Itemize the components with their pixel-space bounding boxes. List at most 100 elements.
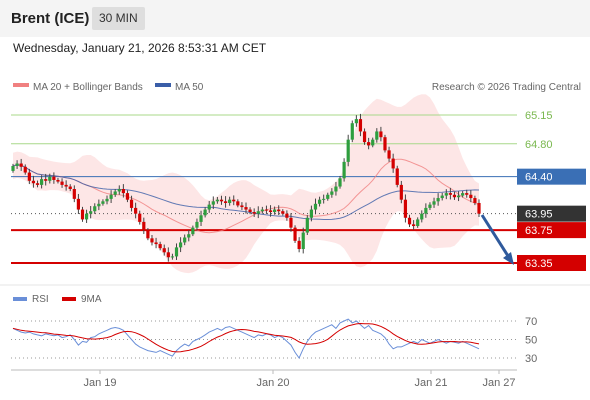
time-axis-labels: Jan 19 Jan 20 Jan 21 Jan 27 [83,370,516,389]
candle-body [371,139,375,146]
candle-body [232,199,236,202]
candle-body [375,131,379,140]
candle [371,137,375,148]
candle-body [215,199,219,202]
candle [448,187,452,200]
candle [158,241,162,251]
candle [19,158,23,171]
candle-body [420,213,424,220]
candle-body [317,199,322,204]
candle [350,120,354,143]
candle-body [19,163,23,167]
candle-body [154,242,158,245]
candle [203,207,207,218]
candle [60,178,64,188]
candle-body [195,221,199,228]
candle [80,206,85,222]
candle-body [228,199,232,203]
candle-body [313,203,318,210]
candle [342,158,346,182]
candle-body [142,221,146,231]
candle [407,214,412,228]
candle-body [293,227,297,241]
candle [297,237,301,253]
candle [150,235,154,246]
candle-body [211,201,215,205]
candle-body [191,227,195,235]
forecast-arrow-shaft [480,214,510,257]
candle [195,218,199,231]
candle [76,193,81,214]
candle [440,192,444,201]
candle [44,173,48,186]
candle-body [285,213,289,218]
candle-body [56,179,60,182]
candle-body [158,244,162,249]
candle-body [23,166,27,173]
bollinger-band-area [13,94,479,274]
candle-body [281,211,285,214]
candle [273,206,277,215]
candle-body [121,189,125,194]
candle-body [240,205,244,208]
candle-body [236,201,240,206]
candle-body [399,184,403,200]
candle-body [223,201,228,203]
candle [240,202,244,211]
candle-body [264,209,269,211]
candle-body [40,179,44,185]
candle [93,203,97,214]
candle-body [15,163,19,166]
instrument-title: Brent (ICE) [11,10,90,27]
candle [268,205,273,217]
candle-body [187,234,191,238]
candle [183,234,187,246]
candle [142,217,146,234]
candle [456,191,461,202]
candle [48,173,52,184]
resistance-level-label: 65.15 [525,110,553,122]
candle-body [31,180,36,184]
candle [244,202,248,214]
candle [313,198,318,215]
candle-body [407,217,412,225]
candle-body [76,198,81,210]
candle [428,202,432,211]
candle-body [72,189,76,199]
candle [383,134,387,153]
candle-body [68,186,72,189]
candle [64,180,68,191]
candle [465,189,469,198]
candle [228,196,232,206]
timestamp: Wednesday, January 21, 2026 8:53:31 AM C… [13,41,267,55]
candle [72,185,76,203]
candle-body [113,191,117,195]
candle-body [101,201,105,204]
candle-body [456,195,461,198]
candle [162,244,166,256]
candle-body [354,119,358,124]
candle-body [268,210,273,213]
candle-body [342,161,346,179]
candle-body [297,240,301,250]
candle [27,168,31,185]
candle [15,160,19,169]
candle-body [166,252,170,258]
timeframe-badge[interactable]: 30 MIN [92,7,145,30]
candle-body [461,193,465,196]
candle-body [84,213,89,220]
rsi-ma-legend-swatch [62,297,76,301]
time-tick-label: Jan 19 [83,377,116,389]
rsi-level-label: 50 [525,335,537,347]
candle-body [444,193,448,196]
candle [121,184,125,198]
candle-body [289,217,293,228]
candle-body [387,150,391,159]
candle [391,153,395,173]
candle [223,196,228,208]
candle-body [452,194,457,198]
candle [452,191,457,200]
candle [264,205,269,214]
candle-body [334,186,338,192]
